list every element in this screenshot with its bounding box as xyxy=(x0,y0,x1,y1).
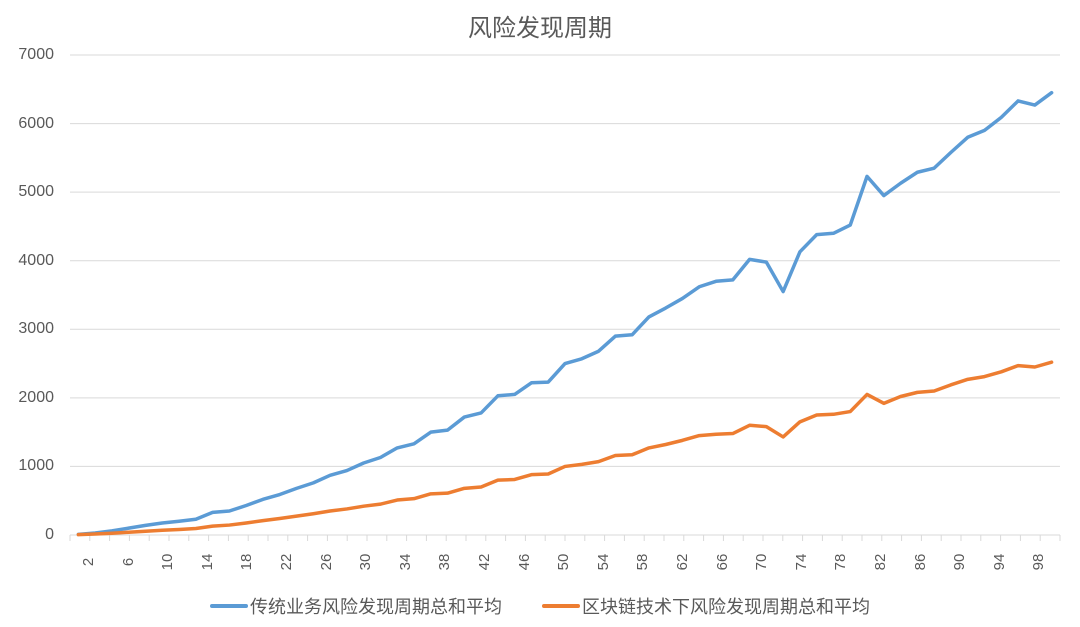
x-tick-label: 94 xyxy=(991,554,1008,571)
series-lines xyxy=(78,93,1051,535)
y-tick-label: 0 xyxy=(0,526,54,544)
chart-svg xyxy=(70,55,1060,541)
chart-title: 风险发现周期 xyxy=(0,8,1080,43)
y-tick-label: 2000 xyxy=(0,389,54,407)
legend-swatch-1 xyxy=(210,604,248,608)
series-line-2 xyxy=(78,362,1051,534)
x-tick-label: 98 xyxy=(1030,554,1047,571)
gridlines xyxy=(70,55,1060,535)
chart-container: 风险发现周期 01000200030004000500060007000 261… xyxy=(0,0,1080,627)
x-tick-label: 62 xyxy=(674,554,691,571)
x-tick-label: 66 xyxy=(714,554,731,571)
legend-swatch-2 xyxy=(542,604,580,608)
x-tick-label: 54 xyxy=(595,554,612,571)
x-tick-label: 26 xyxy=(318,554,335,571)
y-tick-label: 7000 xyxy=(0,46,54,64)
x-tick-label: 46 xyxy=(516,554,533,571)
y-tick-label: 5000 xyxy=(0,183,54,201)
x-tick-label: 42 xyxy=(476,554,493,571)
y-tick-label: 3000 xyxy=(0,320,54,338)
y-tick-label: 6000 xyxy=(0,115,54,133)
y-tick-label: 4000 xyxy=(0,252,54,270)
x-tick-label: 90 xyxy=(951,554,968,571)
x-tick-label: 10 xyxy=(159,554,176,571)
x-tick-label: 78 xyxy=(832,554,849,571)
x-tick-label: 86 xyxy=(912,554,929,571)
x-tick-label: 18 xyxy=(238,554,255,571)
legend-item-series-1: 传统业务风险发现周期总和平均 xyxy=(210,593,502,619)
x-tick-label: 30 xyxy=(357,554,374,571)
y-tick-label: 1000 xyxy=(0,457,54,475)
legend-label-1: 传统业务风险发现周期总和平均 xyxy=(250,593,502,619)
legend-item-series-2: 区块链技术下风险发现周期总和平均 xyxy=(542,593,870,619)
x-tick-label: 70 xyxy=(753,554,770,571)
x-tick-label: 6 xyxy=(120,558,137,566)
x-tick-label: 22 xyxy=(278,554,295,571)
legend-label-2: 区块链技术下风险发现周期总和平均 xyxy=(582,593,870,619)
plot-area xyxy=(70,55,1060,535)
x-tick-label: 50 xyxy=(555,554,572,571)
y-axis: 01000200030004000500060007000 xyxy=(0,55,60,535)
x-tick-label: 34 xyxy=(397,554,414,571)
legend: 传统业务风险发现周期总和平均 区块链技术下风险发现周期总和平均 xyxy=(0,593,1080,619)
x-axis: 2610141822263034384246505458626670747882… xyxy=(70,540,1060,580)
x-tick-label: 74 xyxy=(793,554,810,571)
x-tick-label: 14 xyxy=(199,554,216,571)
x-tick-label: 2 xyxy=(80,558,97,566)
x-tick-label: 58 xyxy=(634,554,651,571)
x-tick-label: 38 xyxy=(436,554,453,571)
x-tick-label: 82 xyxy=(872,554,889,571)
